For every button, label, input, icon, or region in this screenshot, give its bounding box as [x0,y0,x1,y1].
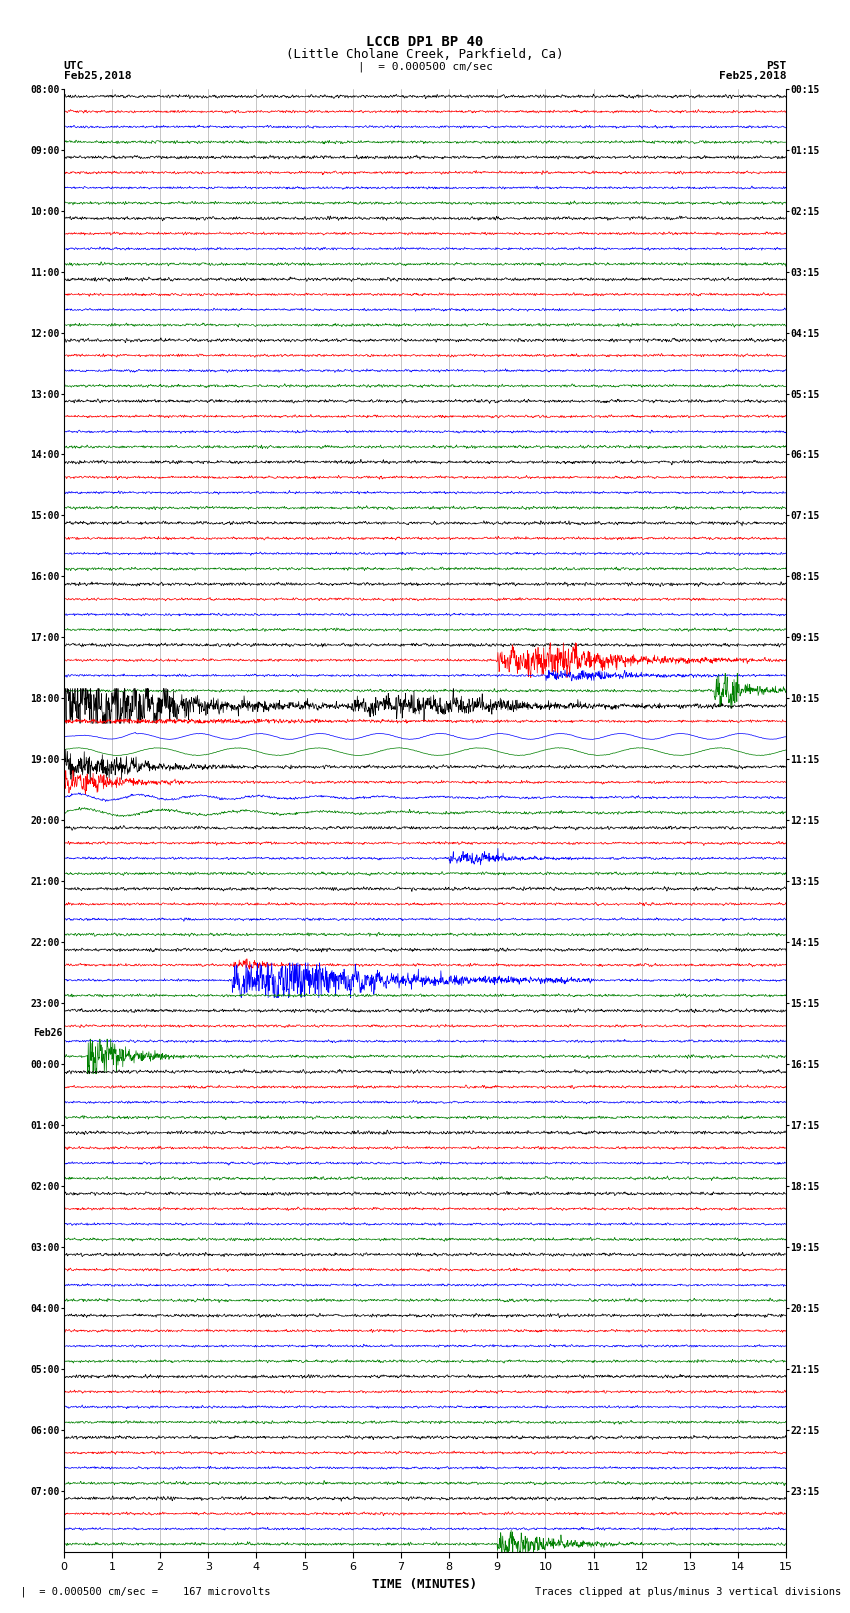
Text: |  = 0.000500 cm/sec =    167 microvolts: | = 0.000500 cm/sec = 167 microvolts [8,1586,271,1597]
Text: Feb26: Feb26 [33,1029,62,1039]
Text: Traces clipped at plus/minus 3 vertical divisions: Traces clipped at plus/minus 3 vertical … [536,1587,842,1597]
Text: Feb25,2018: Feb25,2018 [719,71,786,81]
Text: |  = 0.000500 cm/sec: | = 0.000500 cm/sec [358,61,492,73]
X-axis label: TIME (MINUTES): TIME (MINUTES) [372,1578,478,1590]
Text: LCCB DP1 BP 40: LCCB DP1 BP 40 [366,35,484,50]
Text: (Little Cholane Creek, Parkfield, Ca): (Little Cholane Creek, Parkfield, Ca) [286,48,564,61]
Text: PST: PST [766,61,786,71]
Text: UTC: UTC [64,61,84,71]
Text: Feb25,2018: Feb25,2018 [64,71,131,81]
